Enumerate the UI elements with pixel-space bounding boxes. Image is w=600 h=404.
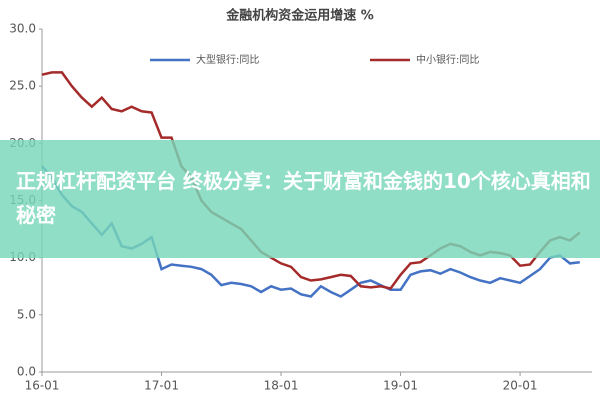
chart-title: 金融机构资金运用增速 %	[225, 8, 374, 24]
x-tick-label: 16-01	[25, 379, 60, 393]
x-tick-label: 20-01	[503, 379, 538, 393]
overlay-banner: 正规杠杆配资平台 终极分享：关于财富和金钱的10个核心真相和秘密	[0, 140, 600, 258]
x-tick-label: 18-01	[264, 379, 299, 393]
y-tick-label: 0.0	[17, 365, 36, 379]
y-tick-label: 5.0	[17, 307, 36, 321]
legend-label: 中小银行:同比	[416, 53, 479, 66]
overlay-text: 正规杠杆配资平台 终极分享：关于财富和金钱的10个核心真相和秘密	[16, 169, 591, 227]
x-tick-label: 17-01	[144, 379, 179, 393]
y-tick-label: 25.0	[9, 79, 36, 93]
y-tick-label: 30.0	[9, 22, 36, 36]
legend-label: 大型银行:同比	[196, 53, 259, 66]
x-tick-label: 19-01	[383, 379, 418, 393]
